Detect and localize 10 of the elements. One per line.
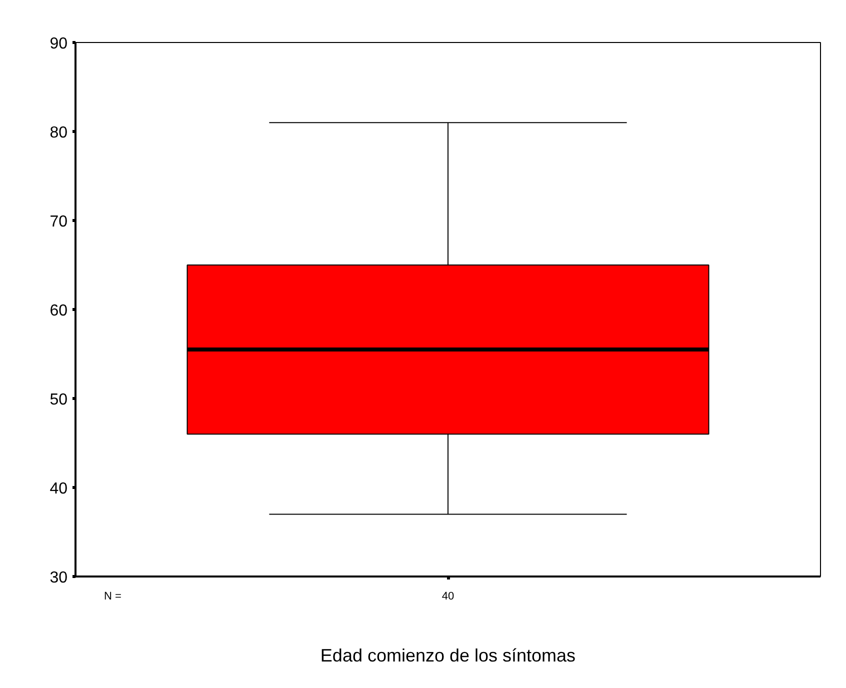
text: 40 [442,590,454,602]
y-tick-label: 50 [50,392,68,408]
y-tick-label: 30 [50,570,68,586]
y-tick-label: 90 [50,36,68,52]
y-tick-label: 70 [50,214,68,230]
y-tick-label: 80 [50,124,68,142]
y-tick-label: 40 [50,480,68,498]
y-tick-label: 60 [50,302,68,320]
x-axis-title: Edad comienzo de los síntomas [320,646,576,666]
text: N = [104,590,122,602]
